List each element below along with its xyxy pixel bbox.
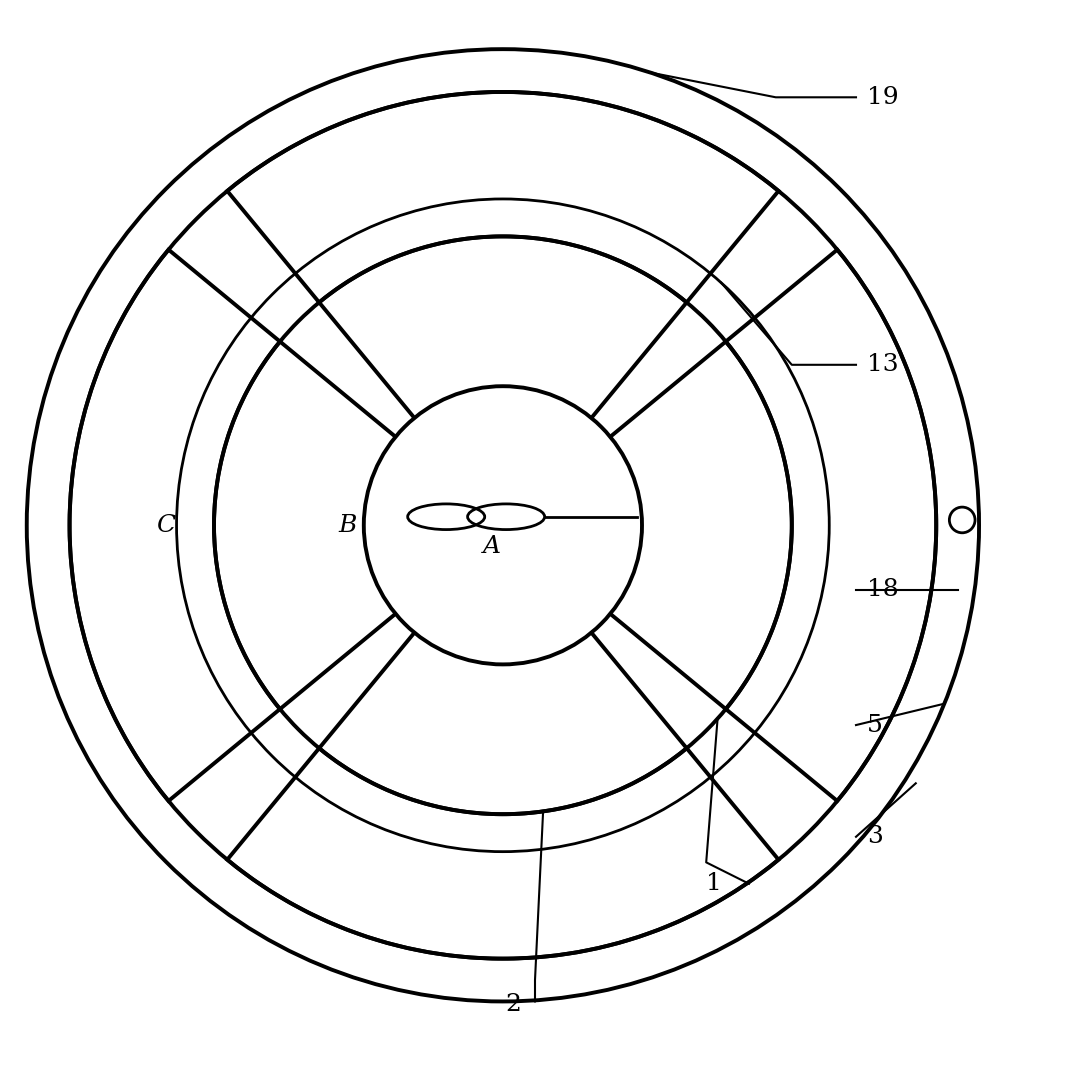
Text: 13: 13 — [867, 354, 899, 376]
Text: A: A — [484, 535, 501, 559]
Text: 18: 18 — [867, 578, 899, 601]
Text: C: C — [156, 513, 175, 537]
Text: B: B — [338, 513, 357, 537]
Text: 19: 19 — [867, 86, 899, 108]
Text: 1: 1 — [706, 873, 722, 895]
Text: 2: 2 — [505, 993, 521, 1016]
Text: 5: 5 — [867, 714, 883, 736]
Text: 3: 3 — [867, 825, 883, 848]
